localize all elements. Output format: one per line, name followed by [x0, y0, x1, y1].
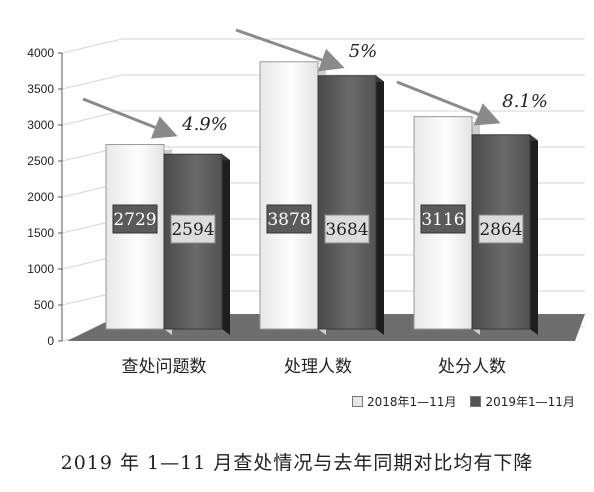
category-label: 处分人数 — [438, 357, 506, 377]
trend-arrow — [235, 28, 345, 72]
y-tick-label: 1000 — [27, 262, 54, 276]
y-tick-label: 0 — [47, 334, 54, 348]
bar-chart: 0 500 1000 1500 2000 2500 3000 3500 4000 2729 259… — [27, 28, 585, 377]
annotations: 4.9% 5% 8.1% — [82, 28, 548, 139]
bar-2019 — [317, 75, 377, 330]
category-label: 处理人数 — [284, 357, 352, 377]
trend-arrow — [396, 80, 501, 126]
y-tick-label: 4000 — [27, 46, 54, 60]
figure-caption: 2019 年 1—11 月查处情况与去年同期对比均有下降 — [60, 452, 534, 474]
data-label: 2594 — [171, 220, 214, 240]
bar-side — [530, 134, 538, 335]
data-label-box — [420, 204, 466, 234]
data-label-box — [324, 214, 370, 244]
bar-2018 — [105, 144, 165, 330]
legend-item-2019: 2019年1—11月 — [470, 393, 575, 410]
data-label: 3878 — [267, 210, 310, 230]
bar-side — [376, 75, 384, 335]
percent-change-label: 5% — [349, 41, 378, 62]
grid-line — [61, 74, 585, 90]
legend-label-2019: 2019年1—11月 — [485, 395, 575, 409]
legend-swatch-2018 — [352, 396, 363, 407]
bar-2018 — [259, 61, 319, 330]
data-label: 2864 — [479, 220, 522, 240]
data-labels: 2729 2594 3878 3684 3116 2864 — [112, 204, 524, 244]
y-tick-label: 1500 — [27, 226, 54, 240]
legend: 2018年1—11月 2019年1—11月 — [352, 393, 575, 410]
data-label: 3684 — [325, 220, 368, 240]
bars — [105, 61, 539, 336]
category-label: 查处问题数 — [122, 357, 207, 377]
percent-change-label: 4.9% — [181, 114, 228, 135]
y-tick-label: 3000 — [27, 118, 54, 132]
data-label-box — [112, 204, 158, 234]
legend-label-2018: 2018年1—11月 — [367, 395, 457, 409]
category-labels: 查处问题数 处理人数 处分人数 — [122, 357, 507, 377]
percent-change-label: 8.1% — [502, 91, 548, 112]
y-tick-label: 2500 — [27, 154, 54, 168]
data-label: 3116 — [421, 210, 464, 230]
trend-arrow — [82, 97, 178, 139]
y-tick-label: 500 — [34, 298, 54, 312]
data-label-box — [170, 214, 216, 244]
legend-swatch-2019 — [470, 396, 482, 407]
bar-side — [222, 154, 230, 335]
data-label-box — [478, 214, 524, 244]
y-axis: 0 500 1000 1500 2000 2500 3000 3500 4000 — [27, 46, 63, 348]
y-tick-label: 3500 — [27, 82, 54, 96]
grid-line — [61, 38, 585, 54]
y-tick-label: 2000 — [27, 190, 54, 204]
data-label-box — [266, 204, 312, 234]
grid-line — [61, 110, 585, 126]
data-label: 2729 — [113, 210, 156, 230]
legend-item-2018: 2018年1—11月 — [352, 393, 456, 410]
